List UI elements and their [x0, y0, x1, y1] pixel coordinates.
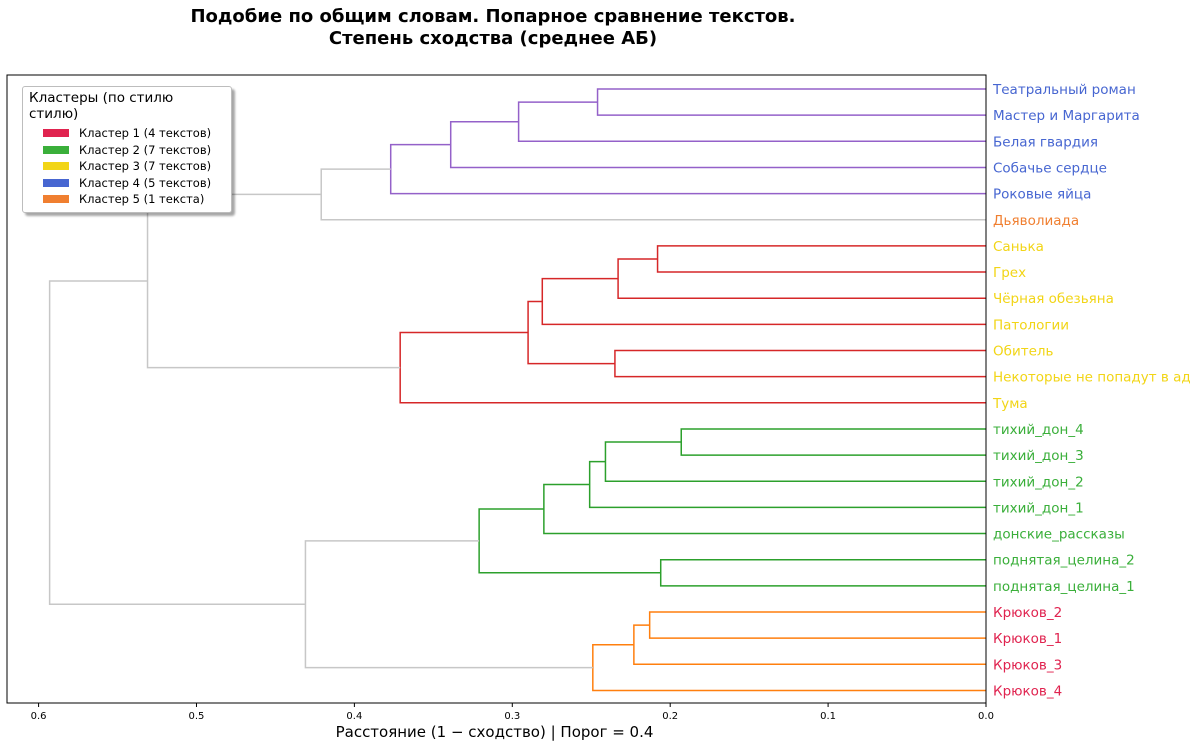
dendrogram-link	[614, 349, 986, 378]
x-tick-label: 0.4	[346, 711, 362, 722]
x-tick-label: 0.2	[662, 711, 678, 722]
legend-swatch	[43, 178, 69, 187]
dendrogram-link	[648, 611, 986, 639]
dendrogram-link	[633, 624, 986, 666]
leaf-label: Обитель	[993, 344, 1054, 360]
dendrogram-link	[543, 483, 986, 535]
leaf-label: поднятая_целина_1	[993, 579, 1135, 595]
legend-item-label: Кластер 2 (7 текстов)	[79, 142, 212, 157]
x-tick-label: 0.3	[504, 711, 520, 722]
dendrogram-link	[320, 168, 986, 221]
dendrogram-link	[680, 428, 986, 456]
leaf-label: Дьяволиада	[993, 213, 1079, 229]
leaf-label: Грех	[993, 265, 1026, 281]
legend-item-label: Кластер 5 (1 текста)	[79, 192, 205, 207]
x-axis-label: Расстояние (1 − сходство) | Порог = 0.4	[336, 723, 654, 741]
plot-frame	[6, 74, 987, 704]
x-tick-label: 0.6	[31, 711, 47, 722]
leaf-label: поднятая_целина_2	[993, 553, 1135, 569]
leaf-label: Театральный роман	[992, 82, 1136, 98]
legend-item: Кластер 1 (4 текстов)	[43, 125, 223, 142]
legend-title: Кластеры (по стилю стилю)	[29, 90, 174, 122]
dendrogram-link	[449, 120, 986, 169]
leaf-label: Крюков_2	[993, 605, 1062, 621]
dendrogram-link	[541, 277, 986, 326]
legend-swatch	[43, 162, 69, 171]
dendrogram-link	[592, 643, 986, 692]
dendrogram-link	[659, 558, 986, 587]
leaf-label: тихий_дон_2	[993, 474, 1084, 490]
dendrogram-link	[588, 460, 986, 509]
leaf-label: Санька	[993, 239, 1044, 255]
legend-item: Кластер 4 (5 текстов)	[43, 175, 223, 192]
leaf-label: Патологии	[993, 317, 1069, 333]
legend-item-label: Кластер 1 (4 текстов)	[79, 126, 212, 141]
leaf-label: Роковые яйца	[993, 187, 1091, 203]
legend-item: Кластер 5 (1 текста)	[43, 191, 223, 208]
leaf-label: Тума	[992, 396, 1028, 412]
leaf-label: Крюков_1	[993, 631, 1062, 647]
legend-swatch	[43, 145, 69, 154]
dendrogram-link	[517, 101, 986, 143]
leaf-label: донские_рассказы	[993, 527, 1125, 543]
leaf-label: Мастер и Маргарита	[993, 108, 1140, 124]
legend-swatch	[43, 129, 69, 138]
leaf-label: Собачье сердце	[993, 160, 1107, 176]
x-tick-label: 0.5	[189, 711, 205, 722]
leaf-label: тихий_дон_3	[993, 448, 1084, 464]
dendrogram-link	[48, 280, 306, 605]
x-tick-label: 0.0	[978, 711, 994, 722]
leaf-label: тихий_дон_4	[993, 422, 1084, 438]
leaf-label: Некоторые не попадут в ад	[993, 370, 1191, 386]
dendrogram-link	[478, 508, 661, 574]
legend-item: Кластер 2 (7 текстов)	[43, 142, 223, 159]
dendrogram-link	[527, 300, 615, 365]
dendrogram-link	[596, 88, 986, 116]
leaf-label: Крюков_3	[993, 657, 1062, 673]
dendrogram-link	[389, 143, 986, 195]
chart-title-line-1: Подобие по общим словам. Попарное сравне…	[190, 6, 796, 27]
leaf-label: тихий_дон_1	[993, 500, 1084, 516]
legend: Кластеры (по стилю стилю) Кластер 1 (4 т…	[22, 86, 232, 213]
dendrogram-link	[617, 258, 986, 299]
legend-item-label: Кластер 3 (7 текстов)	[79, 159, 212, 174]
leaf-label: Чёрная обезьяна	[993, 291, 1114, 307]
legend-swatch	[43, 195, 69, 204]
dendrogram-link	[604, 441, 986, 482]
dendrogram-link	[399, 331, 986, 404]
legend-item: Кластер 3 (7 текстов)	[43, 158, 223, 175]
x-tick-label: 0.1	[820, 711, 836, 722]
chart-title-line-2: Степень сходства (среднее АБ)	[328, 28, 658, 49]
leaf-label: Крюков_4	[993, 683, 1062, 699]
leaf-label: Белая гвардия	[993, 134, 1098, 150]
dendrogram-link	[146, 193, 401, 369]
legend-item-label: Кластер 4 (5 текстов)	[79, 175, 212, 190]
dendrogram-link	[304, 540, 593, 669]
dendrogram-link	[656, 245, 986, 273]
